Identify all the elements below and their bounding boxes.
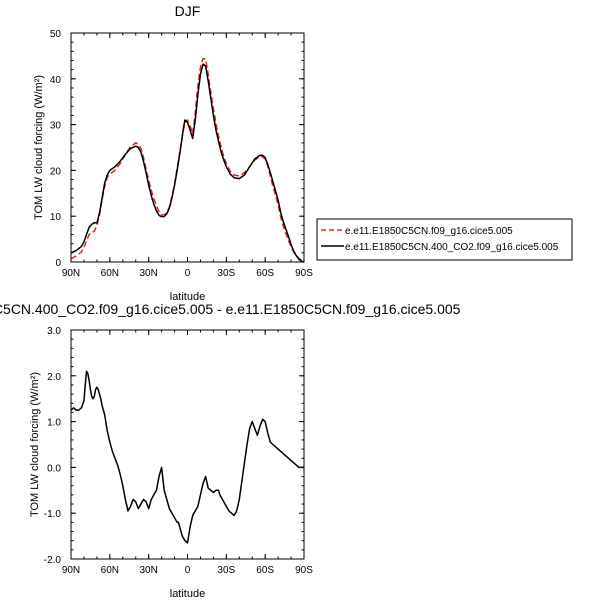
x-tick-label: 60S [256,565,274,576]
chart-title: DJF [175,3,201,19]
legend: e.e11.E1850C5CN.f09_g16.cice5.005 e.e11.… [316,218,573,261]
y-tick-label: -1.0 [44,509,62,520]
x-tick-label: 90N [62,565,80,576]
y-tick-label: 50 [50,29,62,40]
x-axis-label: latitude [170,291,205,303]
y-tick-label: 3.0 [47,326,61,337]
series-line-1 [70,63,305,263]
difference-panel: e.e11.E1850C5CN.400_CO2.f09_g16.cice5.00… [0,301,461,600]
y-axis-label: TOM LW cloud forcing (W/m²) [33,75,45,220]
y-tick-label: 40 [50,75,62,86]
x-tick-label: 90S [295,565,313,576]
legend-box [316,218,573,261]
y-tick-label: 2.0 [47,372,61,383]
y-tick-label: 20 [50,166,62,177]
x-tick-label: 60S [256,268,274,279]
x-tick-label: 0 [185,268,191,279]
x-tick-label: 30N [139,268,157,279]
legend-entry-co2: e.e11.E1850C5CN.400_CO2.f09_g16.cice5.00… [345,242,559,253]
plot-frame [70,32,305,263]
x-tick-label: 30S [217,268,235,279]
x-tick-label: 0 [185,565,191,576]
djf-panel: DJF 90N 60N 30N 0 30S 60S 90S 0 10 20 30 40 50 TOM L… [33,3,313,303]
x-tick-label: 60N [101,268,119,279]
x-axis-label: latitude [170,588,205,600]
x-tick-label: 90S [295,268,313,279]
y-tick-label: 0 [55,258,61,269]
y-tick-label: 10 [50,212,62,223]
series-line-0 [70,57,305,262]
y-tick-label: -2.0 [44,555,62,566]
difference-title: e.e11.E1850C5CN.400_CO2.f09_g16.cice5.00… [0,301,461,317]
y-axis-label: TOM LW cloud forcing (W/m²) [29,372,41,517]
x-tick-label: 90N [62,268,80,279]
x-tick-label: 30N [139,565,157,576]
y-tick-label: 30 [50,121,62,132]
series-line-0 [70,370,304,544]
legend-entry-control: e.e11.E1850C5CN.f09_g16.cice5.005 [345,226,513,237]
plot-frame [70,329,305,560]
y-tick-label: 0.0 [47,463,61,474]
x-tick-label: 30S [217,565,235,576]
x-tick-label: 60N [101,565,119,576]
y-tick-label: 1.0 [47,418,61,429]
